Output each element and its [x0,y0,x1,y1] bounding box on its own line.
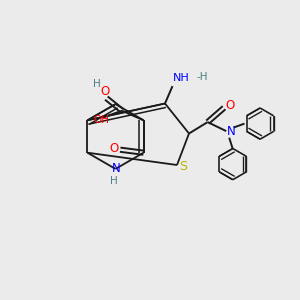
Text: -H: -H [196,72,208,82]
Text: N: N [226,125,236,138]
Text: H: H [93,79,100,89]
Text: NH: NH [172,73,189,83]
Text: O: O [109,142,118,155]
Text: O: O [100,85,110,98]
Text: H: H [110,176,118,187]
Text: S: S [179,160,187,173]
Text: N: N [112,162,121,175]
Text: O: O [226,99,235,112]
Text: OH: OH [94,115,110,125]
